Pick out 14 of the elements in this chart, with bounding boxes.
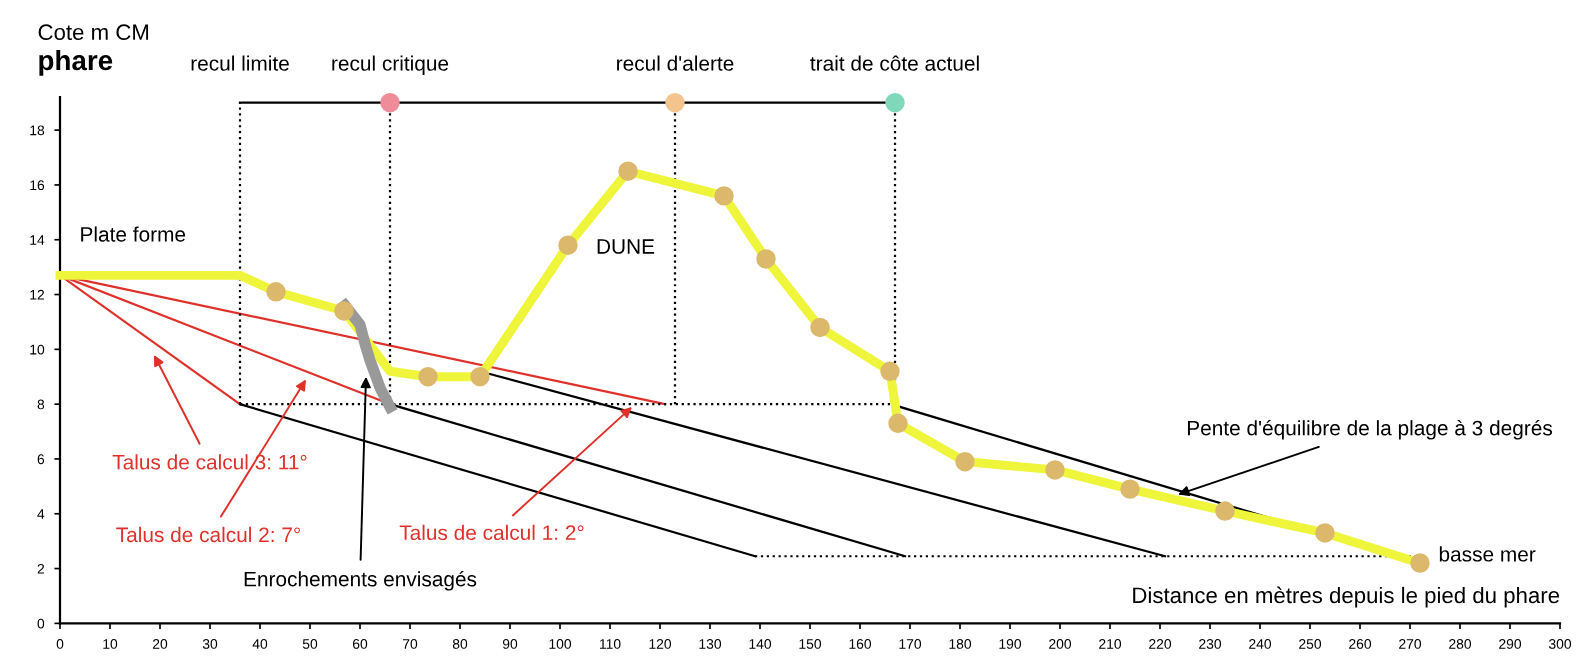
annotation: DUNE bbox=[597, 239, 655, 254]
chart-title: phare bbox=[39, 49, 113, 76]
annotation: Pente d'équilibre de la plage à 3 degrés bbox=[1187, 419, 1553, 440]
annotation: Talus de calcul 1: 2° bbox=[399, 524, 584, 541]
annotation: Plate forme bbox=[81, 226, 186, 242]
annotation: recul limite bbox=[191, 55, 289, 71]
annotation: basse mer bbox=[1439, 546, 1536, 562]
annotation: Talus de calcul 2: 7° bbox=[116, 526, 301, 543]
x-axis-title: Distance en mètres depuis le pied du phare bbox=[1133, 586, 1560, 608]
annotation: recul d'alerte bbox=[617, 55, 734, 71]
annotation: Enrochements envisagés bbox=[244, 570, 477, 591]
y-axis-title: Cote m CM bbox=[38, 24, 149, 41]
annotation: recul critique bbox=[332, 55, 449, 75]
annotation: trait de côte actuel bbox=[810, 55, 979, 71]
